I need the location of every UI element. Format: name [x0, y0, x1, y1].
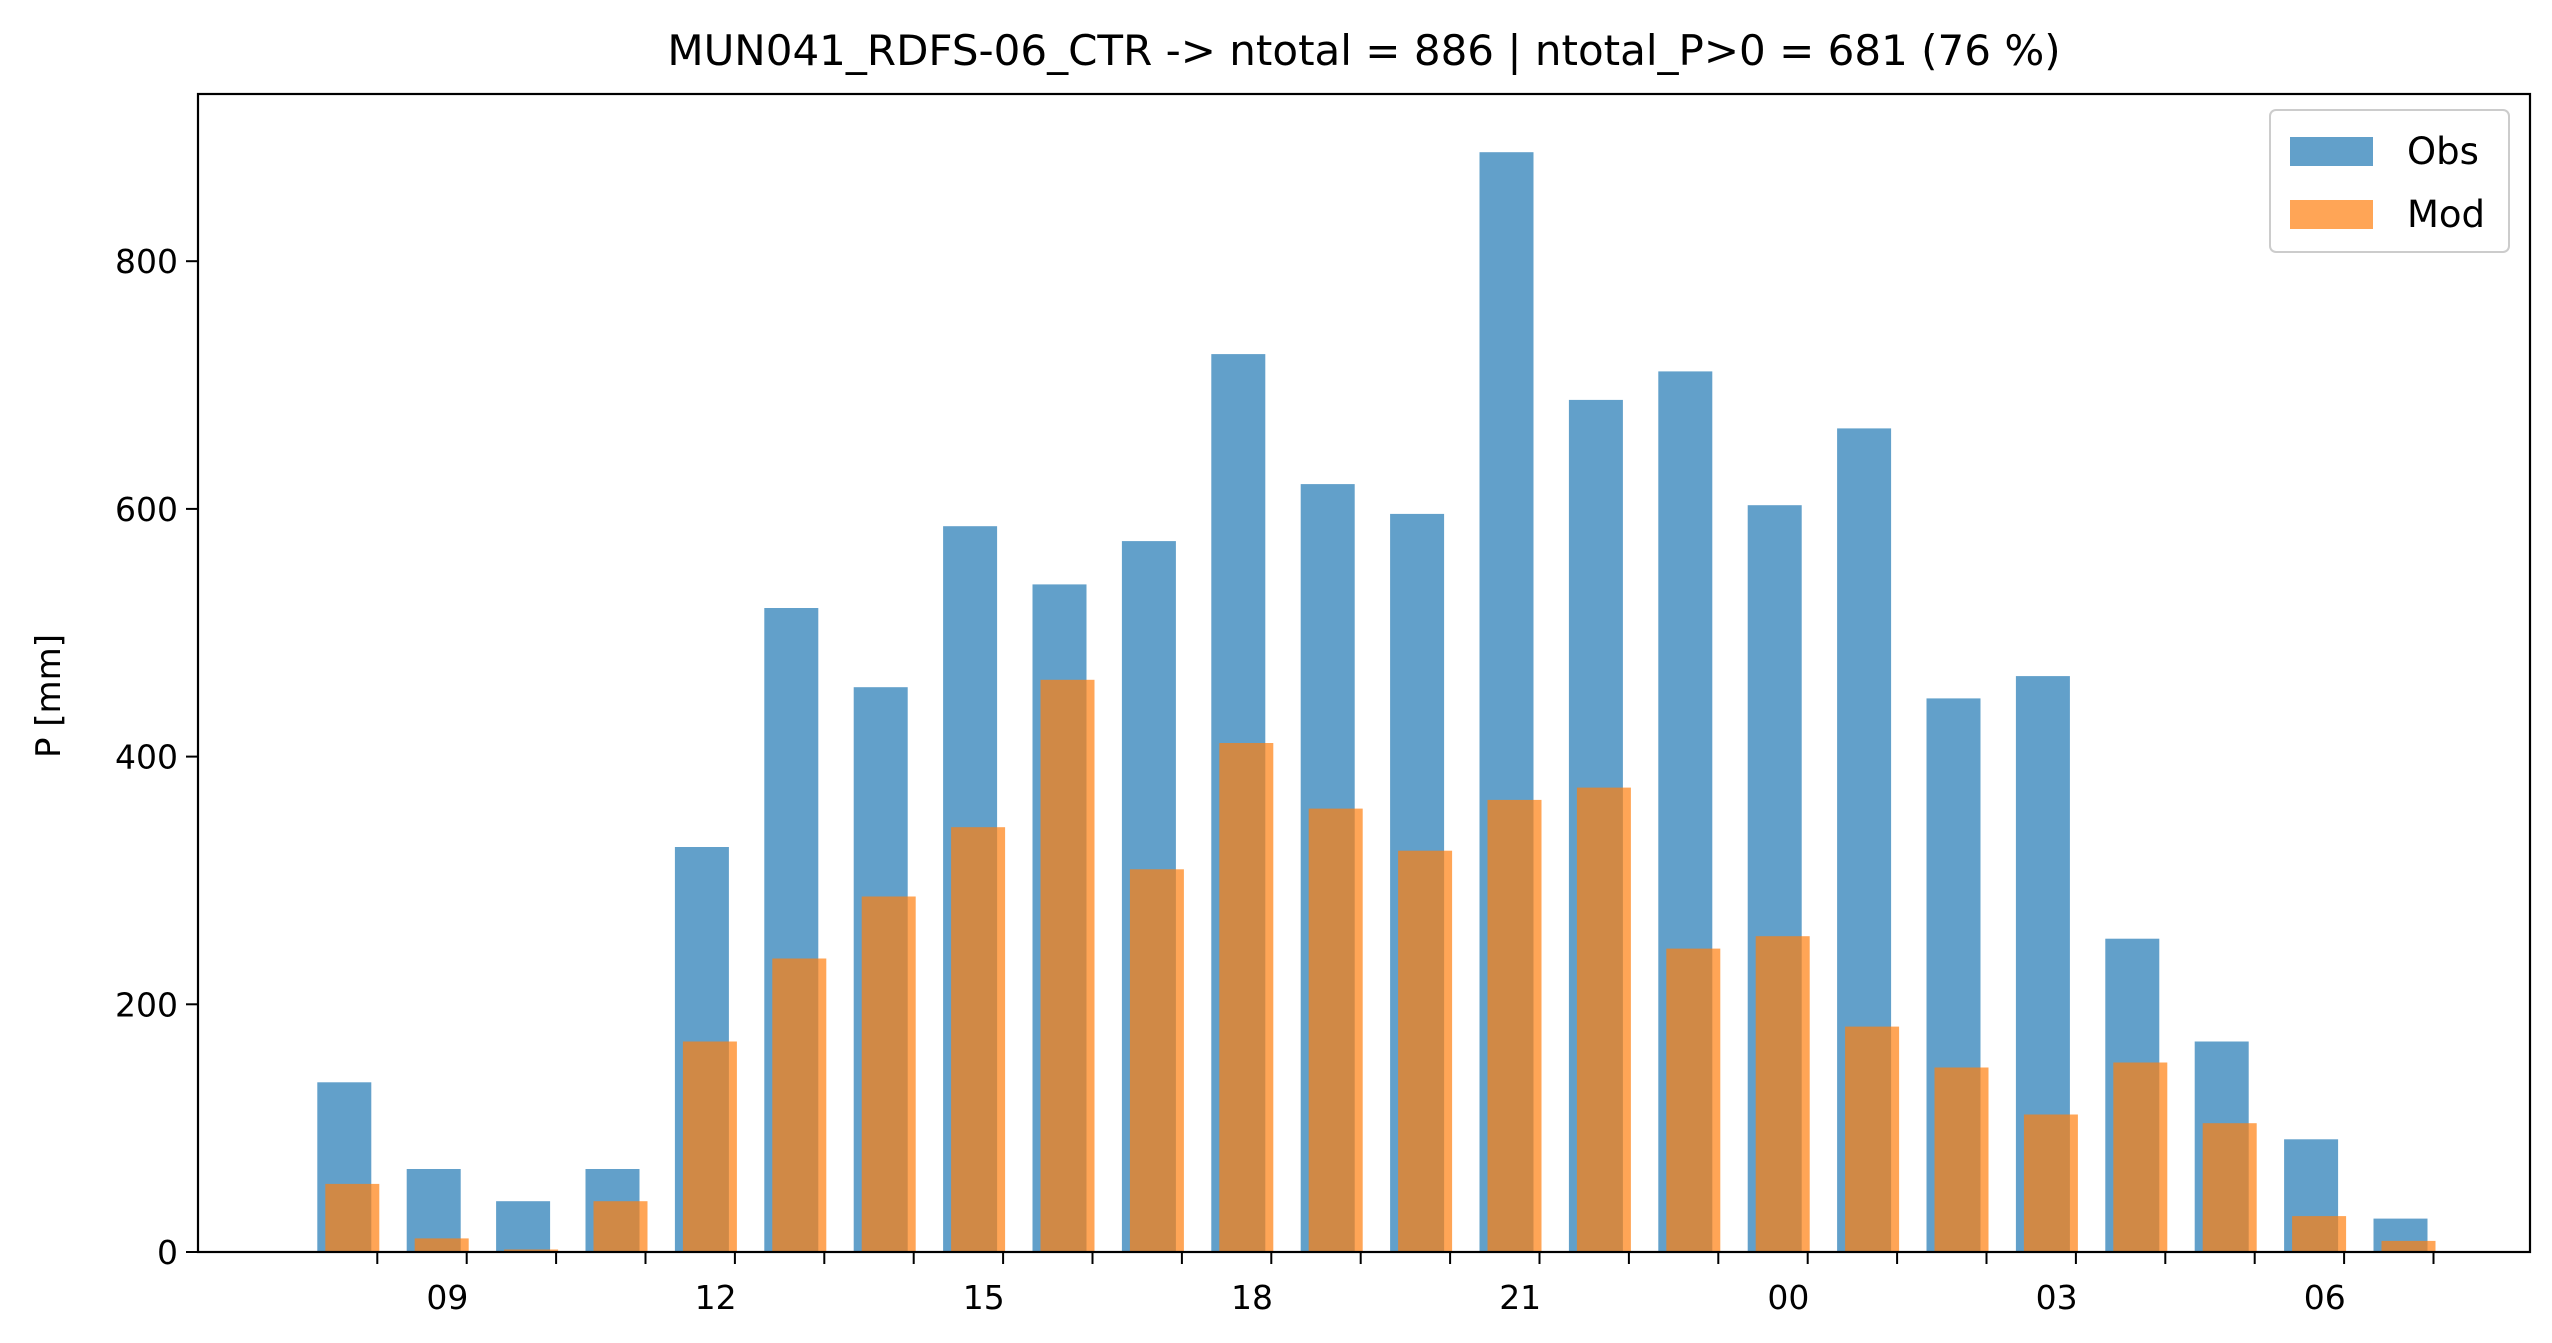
x-tick-label: 09 — [426, 1278, 468, 1317]
bar-mod-18 — [1219, 743, 1274, 1252]
legend: Obs Mod — [2269, 109, 2510, 253]
bar-mod-20 — [1398, 850, 1453, 1252]
bar-mod-0 — [1755, 936, 1810, 1252]
chart-title: MUN041_RDFS-06_CTR -> ntotal = 886 | nto… — [667, 26, 2060, 75]
x-tick-label: 21 — [1499, 1278, 1541, 1317]
x-axis-ticks: 09 12 15 18 21 00 03 06 — [376, 1252, 2435, 1317]
bar-mod-14 — [861, 896, 916, 1252]
legend-swatch-obs — [2290, 137, 2373, 166]
bar-obs-9 — [406, 1169, 461, 1252]
bar-mod-6 — [2292, 1216, 2347, 1252]
bar-obs-10 — [496, 1201, 551, 1252]
y-axis-label: P [mm] — [29, 634, 69, 758]
bar-mod-22 — [1576, 787, 1631, 1252]
bar-mod-7 — [2381, 1240, 2436, 1252]
y-tick-label: 400 — [115, 738, 178, 777]
bar-mod-16 — [1040, 679, 1095, 1252]
x-tick-label: 03 — [2036, 1278, 2078, 1317]
y-tick-label: 800 — [115, 242, 178, 281]
bar-mod-4 — [2113, 1062, 2168, 1252]
legend-swatch-mod — [2290, 200, 2373, 229]
bar-mod-2 — [1934, 1067, 1989, 1252]
legend-label-mod: Mod — [2407, 193, 2485, 236]
bar-mod-15 — [951, 827, 1006, 1252]
y-axis-ticks: 0 200 400 600 800 — [115, 242, 198, 1272]
x-tick-label: 18 — [1231, 1278, 1273, 1317]
bar-mod-5 — [2202, 1123, 2257, 1252]
obs-bars — [317, 152, 2428, 1253]
bar-mod-1 — [1845, 1026, 1900, 1252]
plot-frame — [196, 92, 2532, 1254]
bar-mod-10 — [504, 1249, 559, 1252]
x-tick-label: 15 — [963, 1278, 1005, 1317]
y-tick-label: 600 — [115, 490, 178, 529]
x-tick-label: 00 — [1767, 1278, 1809, 1317]
x-tick-label: 12 — [695, 1278, 737, 1317]
bar-mod-17 — [1129, 869, 1184, 1252]
bar-mod-3 — [2023, 1114, 2078, 1252]
bar-mod-9 — [414, 1238, 469, 1252]
bar-mod-19 — [1308, 808, 1363, 1252]
mod-bars — [325, 679, 2436, 1252]
bar-mod-13 — [772, 958, 827, 1252]
bar-mod-23 — [1666, 948, 1721, 1252]
y-tick-label: 200 — [115, 985, 178, 1024]
bar-mod-21 — [1487, 799, 1542, 1252]
legend-label-obs: Obs — [2407, 130, 2479, 173]
bar-mod-11 — [593, 1201, 648, 1252]
x-tick-label: 06 — [2304, 1278, 2346, 1317]
bar-mod-12 — [682, 1041, 737, 1252]
y-tick-label: 0 — [157, 1233, 178, 1272]
bar-mod-8 — [325, 1183, 380, 1252]
